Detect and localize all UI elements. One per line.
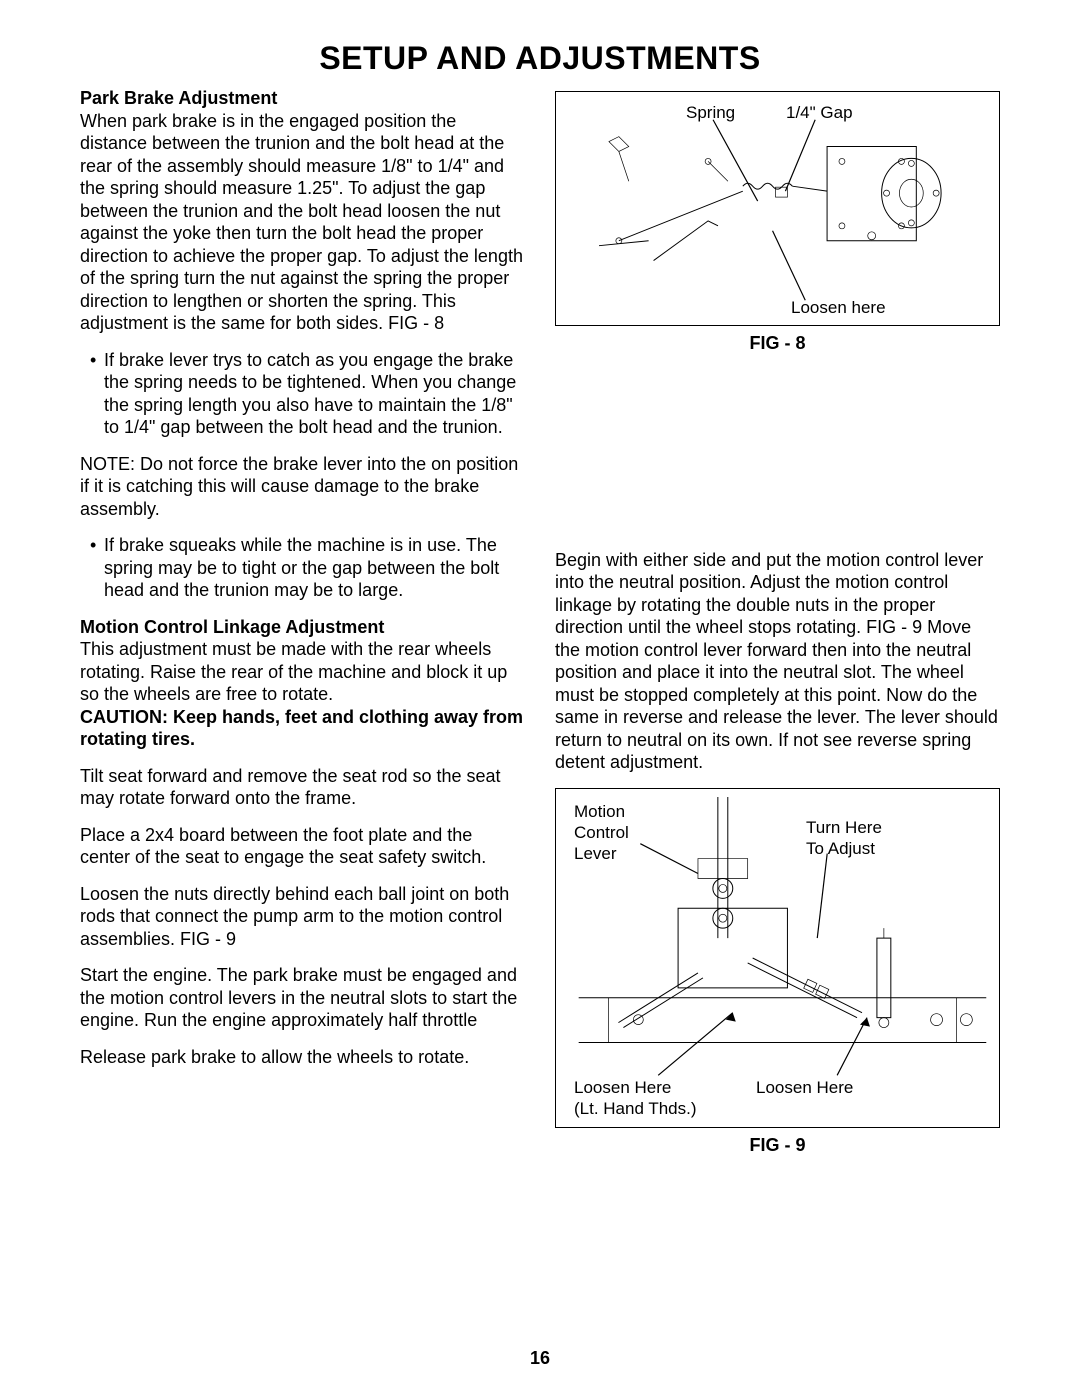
para-loosen: Loosen the nuts directly behind each bal… bbox=[80, 883, 525, 951]
park-brake-heading: Park Brake Adjustment bbox=[80, 88, 277, 108]
manual-page: SETUP AND ADJUSTMENTS Park Brake Adjustm… bbox=[0, 0, 1080, 1397]
page-number: 16 bbox=[0, 1348, 1080, 1369]
para-board: Place a 2x4 board between the foot plate… bbox=[80, 824, 525, 869]
figure-9: Motion Control Lever Turn Here To Adjust… bbox=[555, 788, 1000, 1128]
fig9-caption: FIG - 9 bbox=[555, 1134, 1000, 1157]
spacer bbox=[555, 379, 1000, 549]
bullet-item: If brake lever trys to catch as you enga… bbox=[90, 349, 525, 439]
figure-8: Spring 1/4" Gap Loosen here bbox=[555, 91, 1000, 326]
para-release: Release park brake to allow the wheels t… bbox=[80, 1046, 525, 1069]
motion-body: This adjustment must be made with the re… bbox=[80, 639, 507, 704]
fig8-diagram-icon bbox=[556, 92, 999, 325]
para-start: Start the engine. The park brake must be… bbox=[80, 964, 525, 1032]
park-brake-body: When park brake is in the engaged positi… bbox=[80, 111, 523, 334]
note-text: NOTE: Do not force the brake lever into … bbox=[80, 453, 525, 521]
caution-text: CAUTION: Keep hands, feet and clothing a… bbox=[80, 707, 523, 750]
right-column: Spring 1/4" Gap Loosen here bbox=[555, 87, 1000, 1156]
para-begin: Begin with either side and put the motio… bbox=[555, 549, 1000, 774]
fig9-diagram-icon bbox=[556, 789, 999, 1127]
bullet-item: If brake squeaks while the machine is in… bbox=[90, 534, 525, 602]
bullet-list-2: If brake squeaks while the machine is in… bbox=[80, 534, 525, 602]
page-title: SETUP AND ADJUSTMENTS bbox=[80, 40, 1000, 77]
content-columns: Park Brake Adjustment When park brake is… bbox=[80, 87, 1000, 1156]
left-column: Park Brake Adjustment When park brake is… bbox=[80, 87, 525, 1156]
bullet-list-1: If brake lever trys to catch as you enga… bbox=[80, 349, 525, 439]
motion-heading: Motion Control Linkage Adjustment bbox=[80, 617, 384, 637]
fig8-caption: FIG - 8 bbox=[555, 332, 1000, 355]
para-tilt: Tilt seat forward and remove the seat ro… bbox=[80, 765, 525, 810]
